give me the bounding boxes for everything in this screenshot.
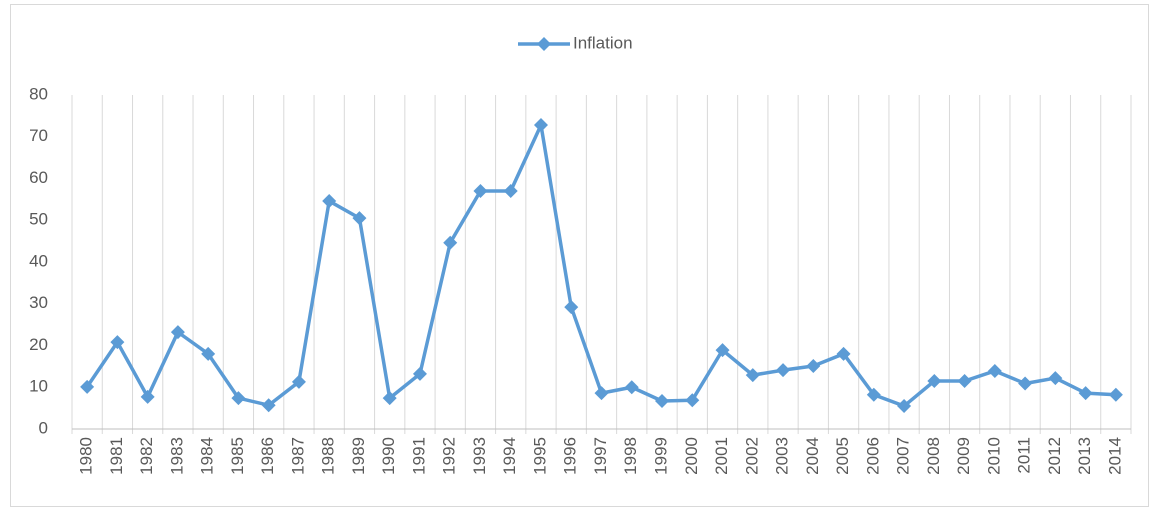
data-point [1108, 387, 1123, 402]
x-tick-label: 2014 [1105, 437, 1124, 475]
x-tick-label: 2006 [863, 437, 882, 475]
data-point [897, 399, 912, 414]
y-tick-label: 40 [29, 251, 48, 270]
x-tick-label: 1986 [258, 437, 277, 475]
data-point [866, 387, 881, 402]
data-point [1048, 371, 1063, 386]
x-tick-label: 1993 [470, 437, 489, 475]
x-tick-label: 1983 [167, 437, 186, 475]
y-tick-label: 0 [39, 418, 48, 437]
data-point [564, 300, 579, 315]
data-point [1078, 386, 1093, 401]
data-point [261, 398, 276, 413]
y-tick-label: 30 [29, 293, 48, 312]
data-point [443, 235, 458, 250]
x-tick-label: 1992 [440, 437, 459, 475]
y-tick-label: 60 [29, 168, 48, 187]
x-tick-label: 1999 [651, 437, 670, 475]
data-point [140, 389, 155, 404]
data-point [624, 380, 639, 395]
data-point [957, 373, 972, 388]
y-tick-label: 70 [29, 126, 48, 145]
x-tick-label: 1995 [530, 437, 549, 475]
data-point [291, 374, 306, 389]
data-point [806, 358, 821, 373]
y-tick-label: 20 [29, 335, 48, 354]
data-point [987, 363, 1002, 378]
x-tick-label: 2012 [1045, 437, 1064, 475]
legend-label: Inflation [573, 33, 633, 52]
x-tick-label: 1996 [561, 437, 580, 475]
data-point [836, 346, 851, 361]
data-point [715, 343, 730, 358]
x-tick-label: 2001 [712, 437, 731, 475]
data-point [655, 394, 670, 409]
data-point [1018, 376, 1033, 391]
legend-marker [537, 37, 551, 51]
x-tick-label: 2005 [833, 437, 852, 475]
x-tick-label: 2013 [1075, 437, 1094, 475]
data-point [110, 335, 125, 350]
data-point [201, 346, 216, 361]
chart-frame [10, 4, 1149, 507]
data-point [170, 325, 185, 340]
x-tick-label: 2003 [773, 437, 792, 475]
y-tick-label: 10 [29, 377, 48, 396]
data-point [745, 368, 760, 383]
data-point [927, 373, 942, 388]
data-point [352, 211, 367, 226]
x-tick-label: 2008 [924, 437, 943, 475]
x-tick-label: 2010 [984, 437, 1003, 475]
x-tick-label: 2000 [682, 437, 701, 475]
x-tick-label: 1988 [319, 437, 338, 475]
data-point [412, 366, 427, 381]
data-point [776, 363, 791, 378]
x-tick-label: 2007 [894, 437, 913, 475]
x-tick-label: 1990 [379, 437, 398, 475]
x-tick-label: 1987 [288, 437, 307, 475]
x-tick-label: 2009 [954, 437, 973, 475]
data-point [382, 391, 397, 406]
x-tick-label: 2004 [803, 437, 822, 475]
data-point [473, 184, 488, 199]
x-tick-label: 1985 [228, 437, 247, 475]
data-point [503, 184, 518, 199]
x-tick-label: 1984 [198, 437, 217, 475]
y-tick-label: 50 [29, 210, 48, 229]
data-point [80, 379, 95, 394]
x-tick-label: 1998 [621, 437, 640, 475]
data-point [685, 393, 700, 408]
x-tick-label: 1982 [137, 437, 156, 475]
series-line [85, 123, 1116, 408]
x-tick-label: 1989 [349, 437, 368, 475]
x-tick-label: 1994 [500, 437, 519, 475]
y-tick-label: 80 [29, 84, 48, 103]
x-tick-label: 1981 [107, 437, 126, 475]
data-point [231, 391, 246, 406]
data-point [594, 386, 609, 401]
x-tick-label: 1980 [77, 437, 96, 475]
x-tick-label: 1997 [591, 437, 610, 475]
data-point [322, 194, 337, 209]
x-tick-label: 2002 [742, 437, 761, 475]
x-tick-label: 2011 [1015, 437, 1034, 474]
x-tick-label: 1991 [409, 437, 428, 475]
data-point [533, 118, 548, 133]
